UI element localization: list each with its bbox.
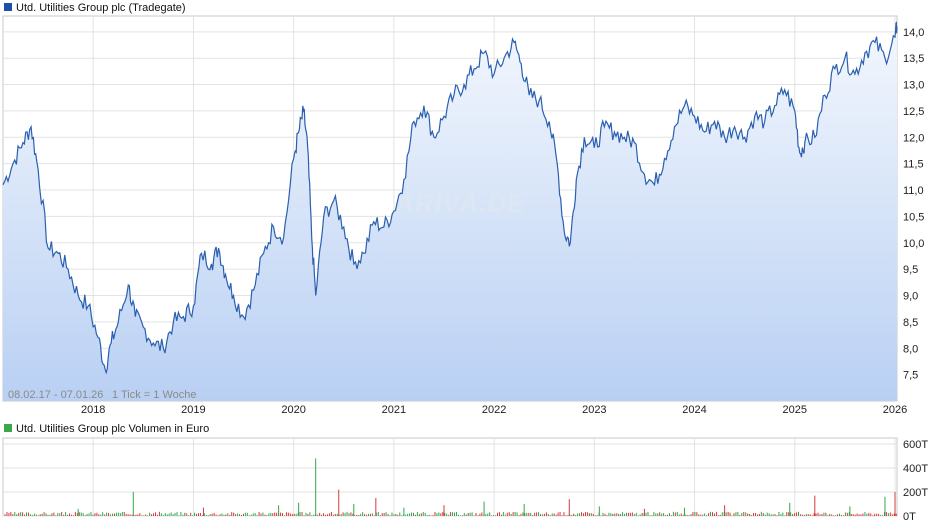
volume-y-tick-label: 600T xyxy=(903,439,928,451)
price-y-tick-label: 12,0 xyxy=(903,132,924,144)
price-y-tick-label: 8,0 xyxy=(903,343,918,355)
price-y-tick-label: 12,5 xyxy=(903,106,924,118)
volume-legend-swatch xyxy=(4,424,12,432)
volume-y-axis: 0T 200T 400T 600T xyxy=(903,439,928,523)
price-x-axis: 2018 2019 2020 2021 2022 2023 2024 2025 2026 xyxy=(81,404,907,416)
price-x-tick-label: 2020 xyxy=(281,404,305,416)
tick-interval-label: 1 Tick = 1 Woche xyxy=(112,389,196,401)
price-area-fill xyxy=(3,22,897,402)
price-x-tick-label: 2018 xyxy=(81,404,105,416)
price-y-tick-label: 13,5 xyxy=(903,53,924,65)
price-y-tick-label: 11,5 xyxy=(903,159,924,171)
price-x-tick-label: 2022 xyxy=(482,404,506,416)
price-plot: ARIVA.DE 7,5 8,0 8,5 9,0 9,5 10,0 10,5 11,0 11,5… xyxy=(2,15,924,416)
volume-y-tick-label: 400T xyxy=(903,463,928,475)
price-y-tick-label: 7,5 xyxy=(903,370,918,382)
price-x-tick-label: 2019 xyxy=(181,404,205,416)
volume-bars xyxy=(4,458,897,516)
price-legend-swatch xyxy=(4,3,12,11)
volume-plot-frame xyxy=(2,437,898,517)
price-y-tick-label: 14,0 xyxy=(903,27,924,39)
price-y-axis: 7,5 8,0 8,5 9,0 9,5 10,0 10,5 11,0 11,5 12,0 12,5 1… xyxy=(903,27,924,382)
price-y-tick-label: 9,0 xyxy=(903,291,918,303)
price-x-tick-label: 2023 xyxy=(582,404,606,416)
volume-y-tick-label: 0T xyxy=(903,511,916,523)
price-x-tick-label: 2024 xyxy=(682,404,706,416)
price-x-tick-label: 2025 xyxy=(783,404,807,416)
watermark: ARIVA.DE xyxy=(394,188,525,218)
price-x-tick-label: 2026 xyxy=(883,404,907,416)
price-y-tick-label: 10,0 xyxy=(903,238,924,250)
price-x-tick-label: 2021 xyxy=(382,404,406,416)
volume-legend-label: Utd. Utilities Group plc Volumen in Euro xyxy=(16,423,209,435)
price-y-tick-label: 13,0 xyxy=(903,80,924,92)
price-y-tick-label: 8,5 xyxy=(903,317,918,329)
date-range-label: 08.02.17 - 07.01.26 xyxy=(8,389,103,401)
price-y-tick-label: 10,5 xyxy=(903,211,924,223)
price-y-tick-label: 11,0 xyxy=(903,185,924,197)
price-y-tick-label: 9,5 xyxy=(903,264,918,276)
volume-plot: 0T 200T 400T 600T xyxy=(2,437,928,523)
volume-y-tick-label: 200T xyxy=(903,487,928,499)
price-series-line xyxy=(2,21,898,375)
price-legend-label: Utd. Utilities Group plc (Tradegate) xyxy=(16,2,186,14)
